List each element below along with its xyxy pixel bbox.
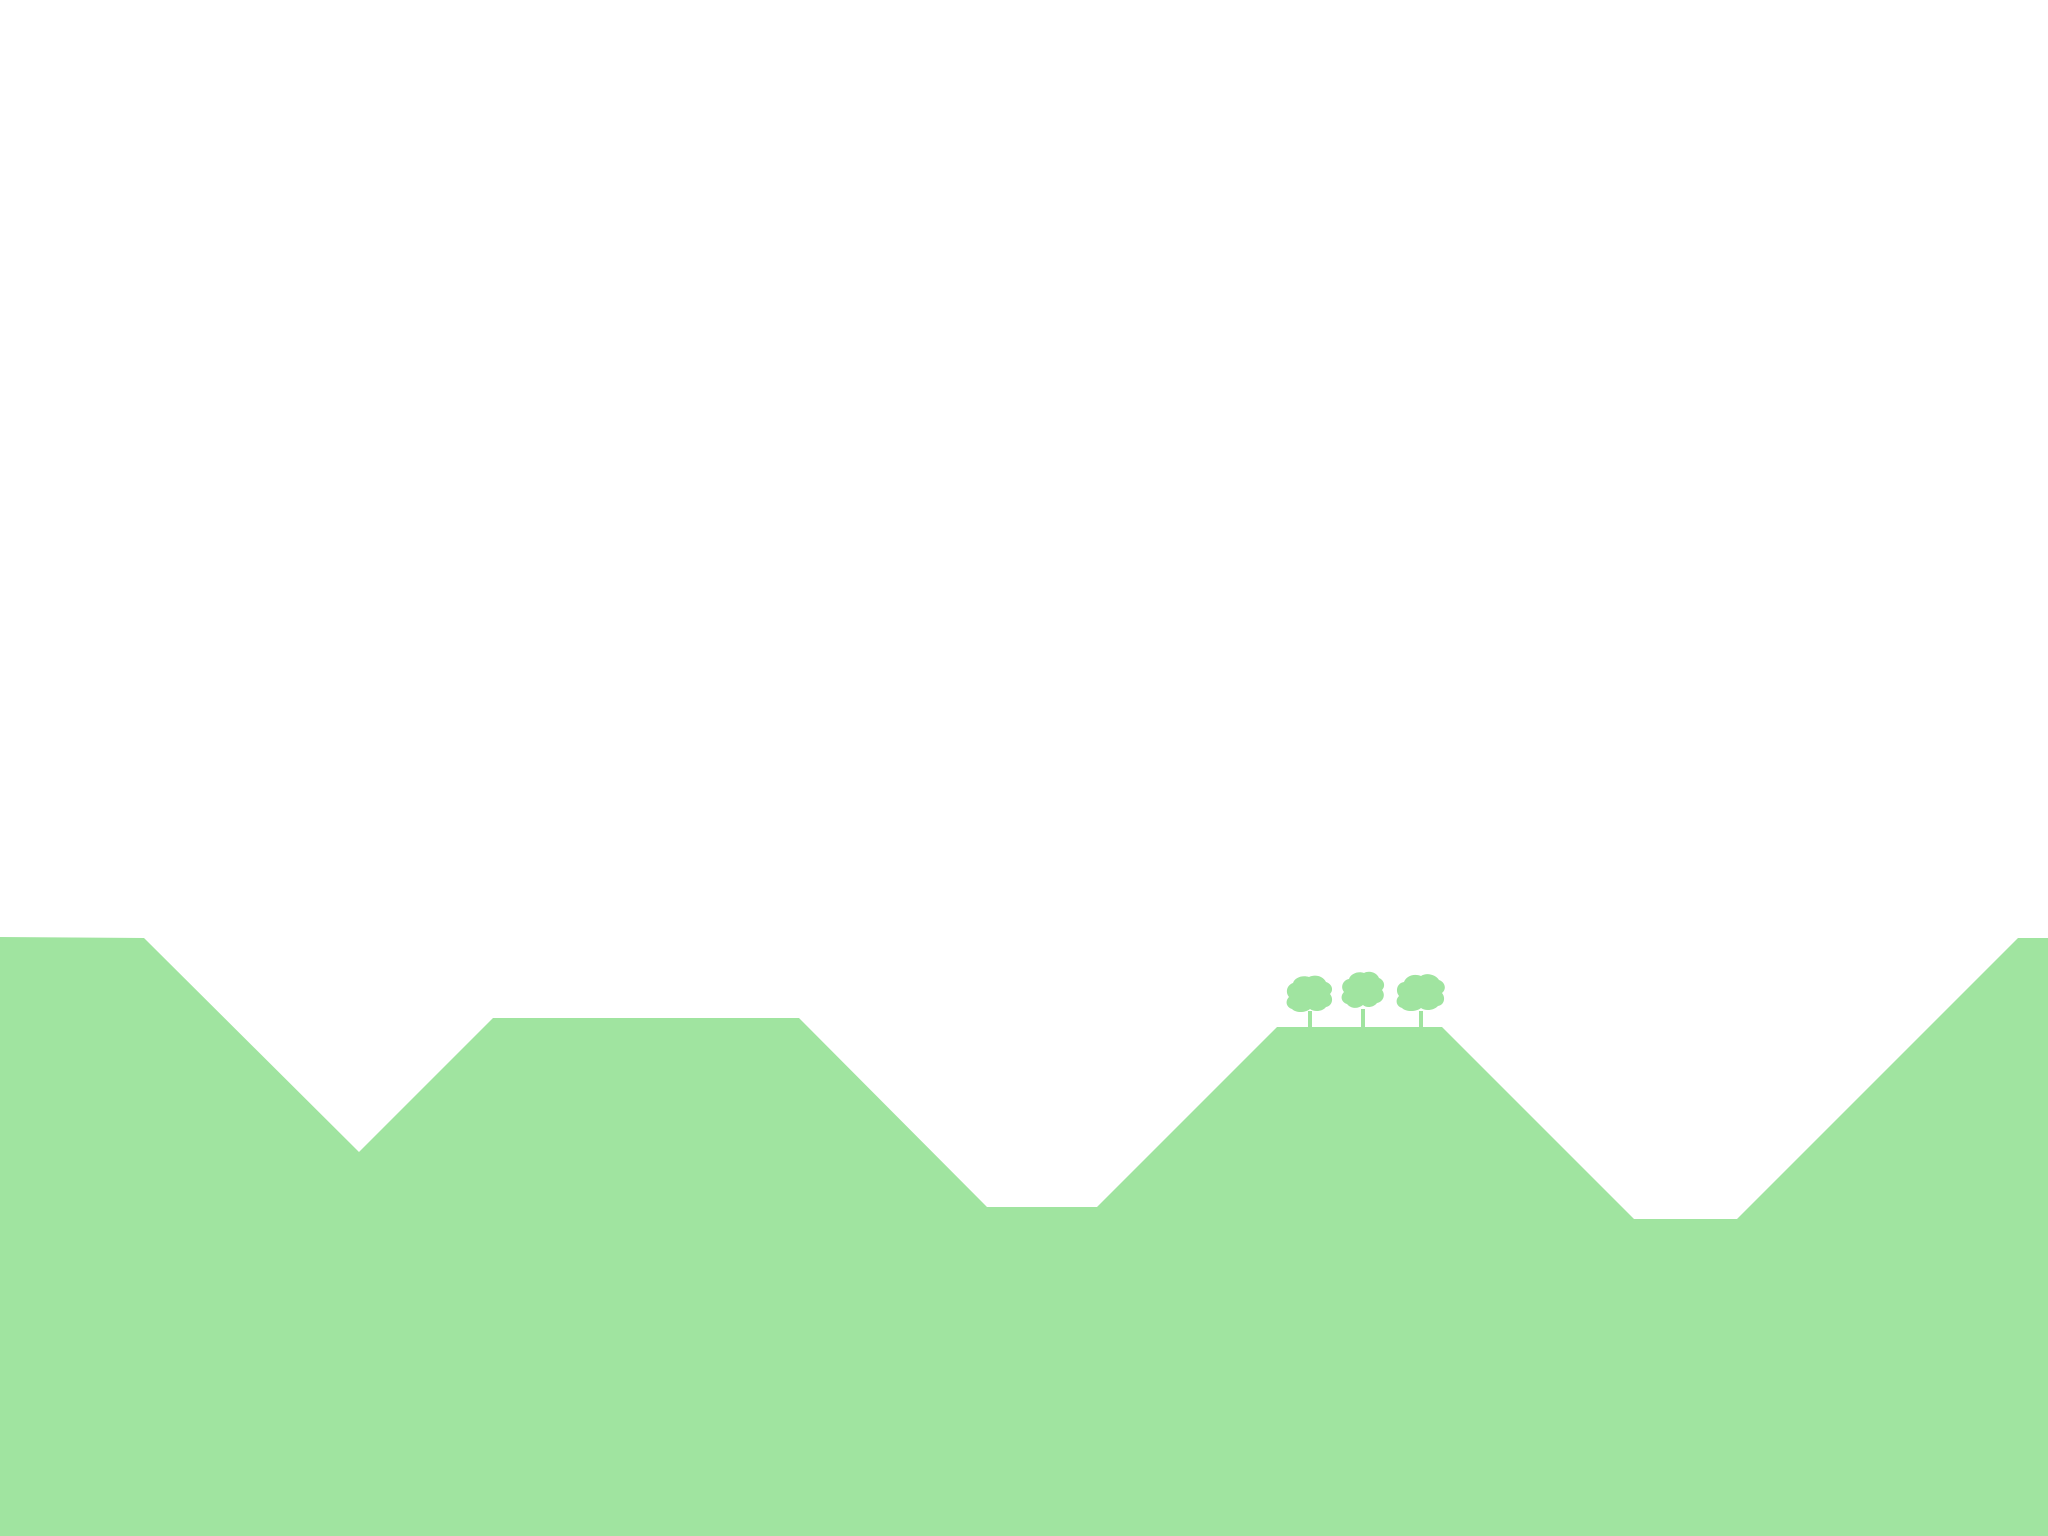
tree-icon bbox=[1341, 971, 1385, 1027]
tree-icon bbox=[1396, 974, 1445, 1027]
tree-icon bbox=[1286, 975, 1333, 1027]
terrain-hills bbox=[0, 937, 2048, 1536]
tree-group bbox=[1286, 971, 1445, 1027]
